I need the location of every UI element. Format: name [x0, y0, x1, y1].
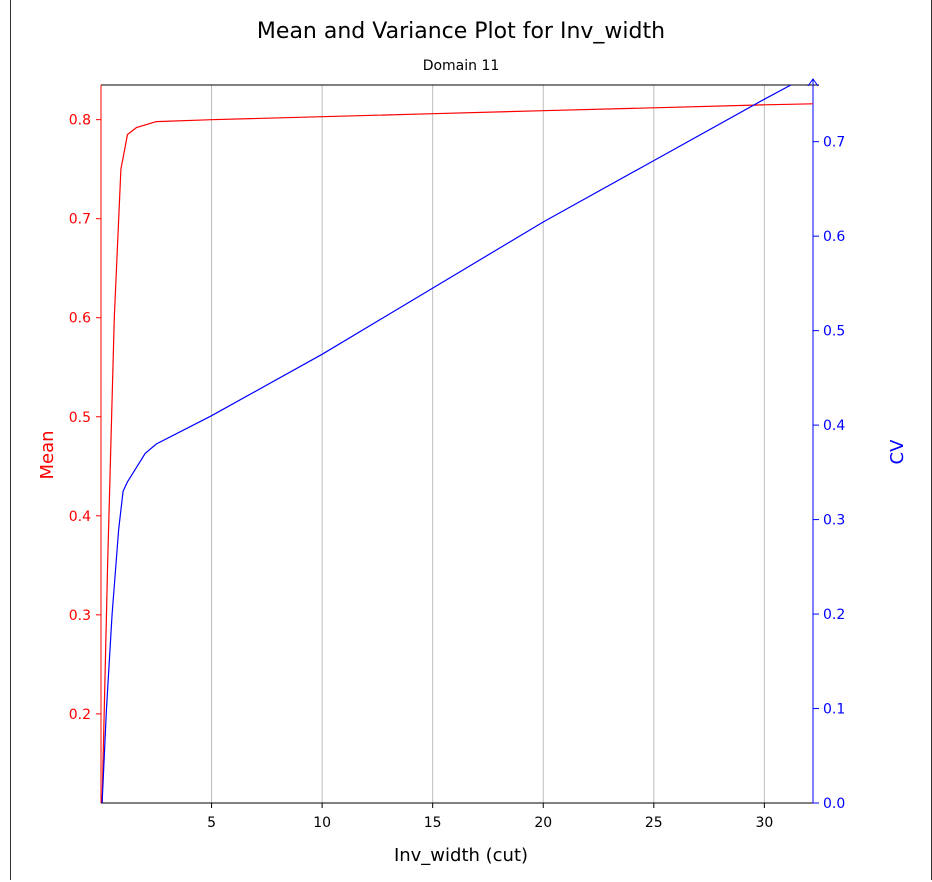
- y-right-axis-label: CV: [887, 439, 908, 465]
- y-right-tick-label: 0.5: [823, 324, 845, 340]
- chart-title: Mean and Variance Plot for Inv_width: [257, 19, 665, 44]
- series-line-mean: [101, 103, 814, 804]
- y-left-tick-label: 0.4: [69, 509, 91, 525]
- y-right-tick-label: 0.0: [823, 796, 845, 812]
- chart-subtitle: Domain 11: [423, 58, 500, 74]
- y-right-tick-label: 0.7: [823, 135, 845, 151]
- x-tick-label: 25: [645, 815, 663, 831]
- y-left-tick-label: 0.3: [69, 608, 91, 624]
- y-right-tick-label: 0.2: [823, 607, 845, 623]
- x-tick-label: 15: [424, 815, 442, 831]
- x-axis-label: Inv_width (cut): [394, 845, 528, 866]
- x-tick-label: 20: [534, 815, 552, 831]
- plot-layer: 5 10 15 20 25 30 0.2 0.3 0.4 0.5 0.6 0.7 0.8 0.0 0.1 0.…: [69, 78, 845, 831]
- y-left-tick-label: 0.5: [69, 410, 91, 426]
- x-tick-label: 30: [755, 815, 773, 831]
- chart-frame: Mean and Variance Plot for Inv_width Dom…: [10, 0, 932, 880]
- series-line-cv: [101, 84, 792, 804]
- x-tick-label: 10: [313, 815, 331, 831]
- y-right-axis-arrow: [807, 78, 819, 87]
- mean-variance-chart: Mean and Variance Plot for Inv_width Dom…: [37, 19, 908, 866]
- y-right-tick-label: 0.6: [823, 229, 845, 245]
- y-left-tick-label: 0.8: [69, 113, 91, 129]
- y-left-tick-label: 0.2: [69, 707, 91, 723]
- y-right-tick-label: 0.4: [823, 418, 845, 434]
- y-left-axis-label: Mean: [37, 430, 58, 479]
- y-left-tick-label: 0.7: [69, 212, 91, 228]
- y-right-tick-label: 0.3: [823, 513, 845, 529]
- y-left-tick-label: 0.6: [69, 311, 91, 327]
- y-right-tick-label: 0.1: [823, 702, 845, 718]
- x-tick-label: 5: [207, 815, 216, 831]
